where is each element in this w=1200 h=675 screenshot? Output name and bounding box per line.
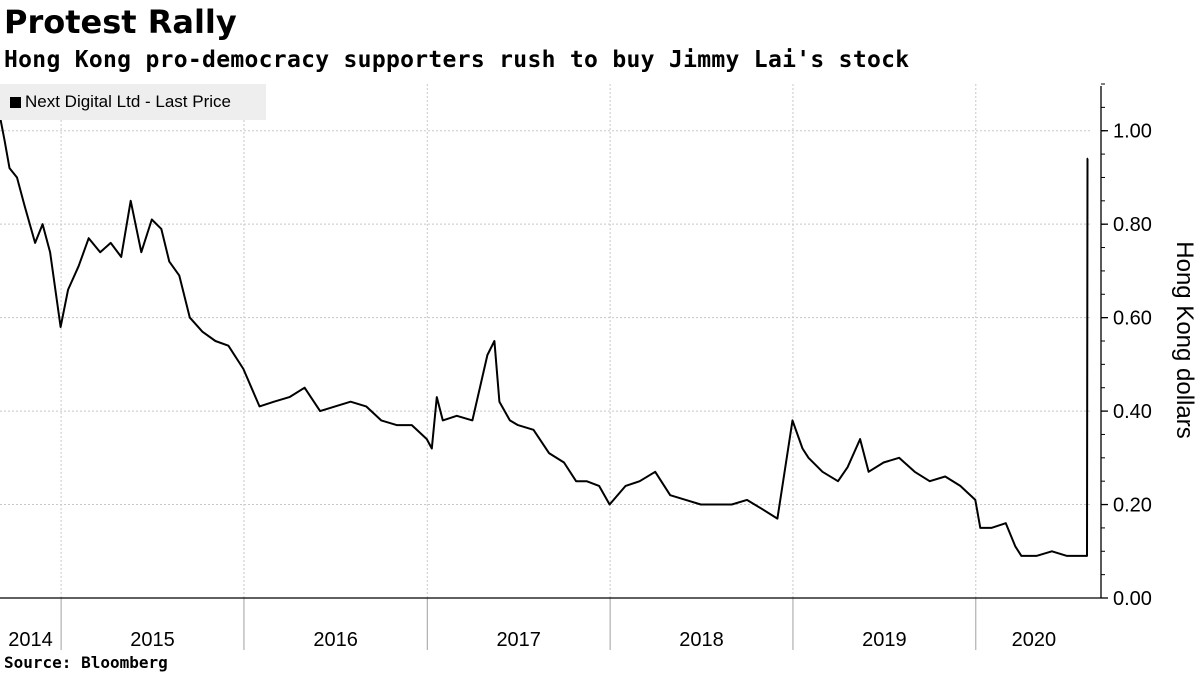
chart-subtitle: Hong Kong pro-democracy supporters rush … (4, 47, 910, 73)
x-tick-label: 2015 (130, 629, 175, 651)
y-tick-label: 1.00 (1113, 121, 1152, 143)
y-tick-label: 0.20 (1113, 495, 1152, 517)
x-tick-label: 2020 (1012, 629, 1057, 651)
x-tick-label: 2014 (8, 629, 53, 651)
y-tick-label: 0.40 (1113, 401, 1152, 423)
y-tick-label: 0.80 (1113, 214, 1152, 236)
y-tick-label: 0.60 (1113, 308, 1152, 330)
source-note: Source: Bloomberg (4, 653, 168, 672)
x-tick-label: 2017 (496, 629, 541, 651)
x-tick-label: 2016 (313, 629, 358, 651)
grid-lines (0, 84, 1092, 599)
chart-title: Protest Rally (4, 3, 237, 41)
axes (0, 83, 1108, 650)
legend-swatch (10, 96, 21, 108)
legend-label: Next Digital Ltd - Last Price (25, 92, 231, 111)
legend: Next Digital Ltd - Last Price (0, 84, 266, 120)
tick-labels: 0.00 0.20 0.40 0.60 0.80 1.00 2014 2015 2016 2017… (8, 121, 1152, 651)
y-tick-label: 0.00 (1113, 588, 1152, 610)
series-layer (0, 116, 1089, 557)
y-axis-title: Hong Kong dollars (1171, 241, 1198, 438)
x-tick-label: 2018 (679, 629, 724, 651)
series-line-next-digital (0, 116, 1089, 557)
x-tick-label: 2019 (862, 629, 907, 651)
